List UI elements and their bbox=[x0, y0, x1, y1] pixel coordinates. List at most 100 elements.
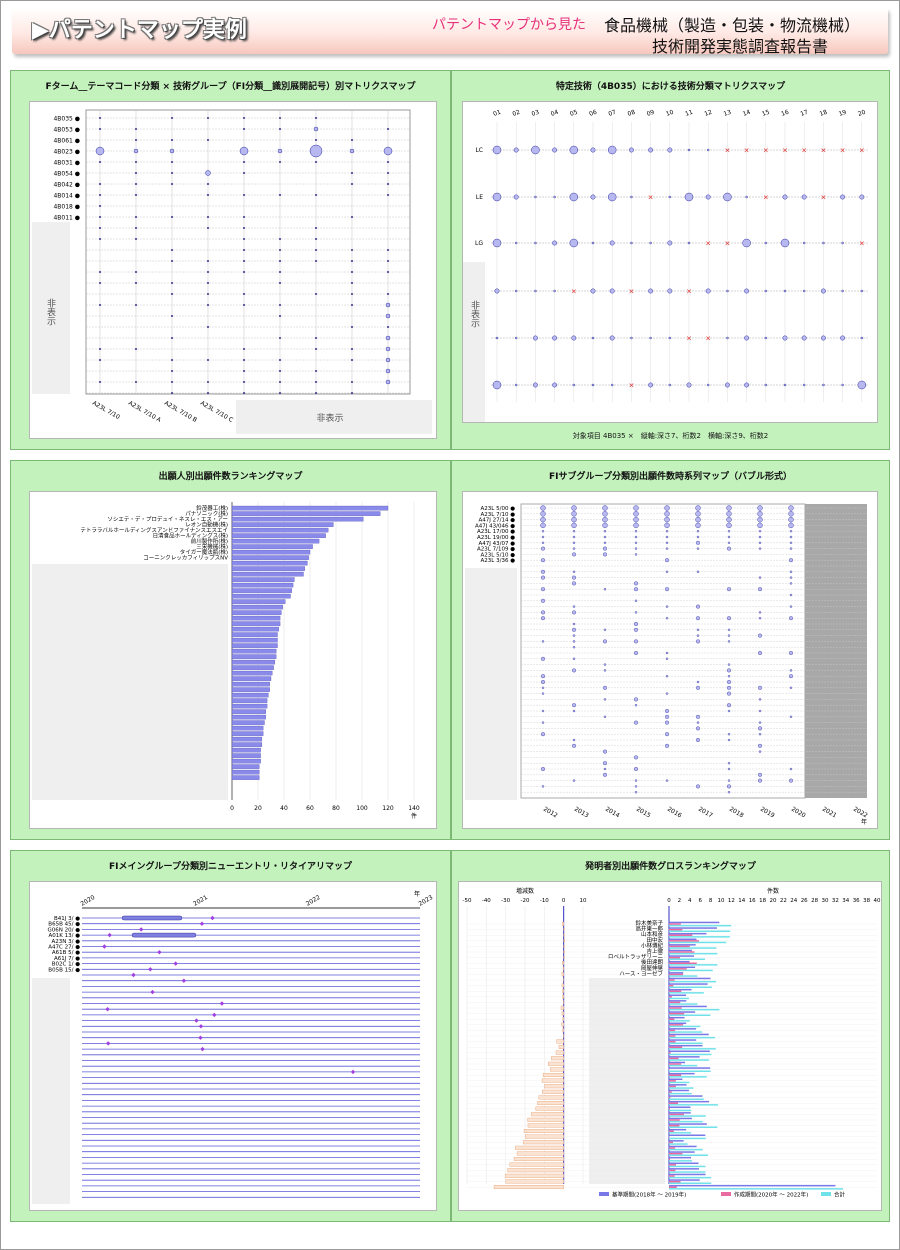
ranking-bar bbox=[231, 626, 279, 632]
matrix-bubble bbox=[242, 303, 246, 307]
matrix-bubble bbox=[801, 194, 807, 200]
matrix-bubble bbox=[134, 127, 138, 131]
create-period-bar bbox=[669, 1091, 672, 1093]
matrix-bubble bbox=[206, 391, 210, 395]
matrix-bubble bbox=[782, 335, 788, 341]
matrix-bubble bbox=[98, 193, 102, 197]
timeseries-bubble bbox=[727, 685, 732, 690]
axis-tick-label: 20 bbox=[254, 805, 262, 812]
matrix-bubble bbox=[314, 116, 318, 120]
row-label: 4B042 ● bbox=[53, 182, 80, 189]
row-label: 4B054 ● bbox=[53, 171, 80, 178]
matrix-bubble bbox=[783, 289, 787, 293]
timeseries-bubble bbox=[633, 627, 638, 632]
base-period-bar bbox=[669, 1022, 687, 1024]
matrix-bubble bbox=[242, 226, 246, 230]
timeseries-bubble bbox=[727, 709, 731, 713]
base-period-bar bbox=[669, 983, 708, 985]
matrix-bubble bbox=[648, 147, 654, 153]
timeseries-bubble bbox=[727, 779, 731, 782]
timeseries-bubble bbox=[758, 750, 762, 753]
matrix-bubble bbox=[385, 313, 391, 319]
base-period-bar bbox=[669, 1033, 709, 1036]
entry-marker bbox=[194, 1018, 199, 1023]
matrix-bubble bbox=[385, 346, 391, 352]
applicant-label: 前川製作所(株) bbox=[191, 537, 228, 545]
total-bar bbox=[669, 975, 698, 977]
matrix-bubble bbox=[277, 148, 283, 154]
inventor-label: 吉上徹 bbox=[646, 947, 663, 955]
base-period-bar bbox=[669, 1056, 700, 1058]
col-label: 02 bbox=[511, 109, 521, 118]
future-shade bbox=[805, 504, 867, 798]
timeseries-bubble bbox=[572, 738, 576, 742]
delta-bar bbox=[542, 1089, 564, 1094]
matrix-bubble bbox=[668, 195, 672, 199]
base-period-bar bbox=[669, 972, 684, 974]
timeseries-bubble bbox=[572, 709, 576, 713]
base-period-bar bbox=[669, 921, 720, 924]
matrix-bubble bbox=[170, 369, 174, 373]
matrix-bubble bbox=[314, 138, 318, 142]
matrix-bubble bbox=[98, 204, 102, 208]
matrix-bubble bbox=[514, 336, 518, 340]
matrix-bubble bbox=[532, 335, 538, 341]
entry-marker bbox=[219, 1001, 225, 1006]
timeseries-bubble bbox=[664, 720, 669, 725]
create-period-bar bbox=[669, 984, 674, 987]
left-axis-title: 増減数 bbox=[516, 887, 534, 895]
matrix-bubble bbox=[350, 138, 354, 142]
ranking-bar bbox=[231, 549, 311, 555]
total-bar bbox=[669, 930, 731, 932]
timeseries-bubble bbox=[664, 522, 670, 529]
timeseries-bubble bbox=[540, 610, 545, 615]
matrix-bubble bbox=[314, 160, 318, 164]
timeseries-bubble bbox=[571, 627, 576, 632]
matrix-bubble bbox=[386, 193, 390, 197]
matrix-bubble bbox=[314, 380, 318, 384]
create-period-bar bbox=[669, 934, 693, 936]
report-header: ▶パテントマップ実例 パテントマップから見た 食品機械（製造・包装・物流機械） … bbox=[12, 8, 888, 56]
timeseries-bubble bbox=[634, 703, 638, 707]
inventor-label: ハース・ヨーゼフ bbox=[619, 969, 663, 977]
total-bar bbox=[669, 986, 712, 988]
col-label: 09 bbox=[646, 109, 656, 118]
row-label: LE bbox=[476, 194, 483, 201]
right-axis-tick: 20 bbox=[770, 898, 777, 904]
col-label: A23L 7/10 B bbox=[163, 400, 198, 424]
timeseries-bubble bbox=[572, 541, 576, 544]
col-label: A23L 7/10 C bbox=[199, 400, 234, 424]
timeseries-bubble bbox=[788, 516, 794, 523]
row-label: 4B011 ● bbox=[53, 215, 80, 222]
total-bar bbox=[669, 1042, 703, 1044]
axis-tick-label: 80 bbox=[332, 805, 340, 812]
ranking-bar bbox=[231, 505, 389, 511]
right-axis-tick: 16 bbox=[749, 898, 756, 904]
base-period-bar bbox=[669, 944, 696, 946]
delta-bar bbox=[542, 1072, 564, 1077]
timeseries-bubble bbox=[541, 785, 545, 788]
left-axis-tick: -30 bbox=[501, 898, 510, 904]
col-label: 04 bbox=[550, 109, 560, 118]
matrix-bubble bbox=[801, 335, 807, 341]
timeseries-bubble bbox=[665, 570, 669, 574]
timeseries-bubble bbox=[758, 698, 762, 701]
matrix-bubble bbox=[820, 288, 826, 294]
matrix-bubble bbox=[314, 336, 318, 340]
timeseries-bubble bbox=[541, 530, 545, 533]
delta-bar bbox=[535, 1106, 564, 1111]
matrix-bubble bbox=[569, 192, 579, 202]
matrix-bubble bbox=[628, 147, 634, 153]
base-period-bar bbox=[669, 1151, 695, 1153]
row-label: G06N 20/ ● bbox=[47, 927, 80, 933]
matrix-bubble bbox=[569, 145, 579, 155]
applicant-label: 三栄機械(株) bbox=[196, 543, 228, 551]
timeseries-bubble bbox=[758, 611, 762, 614]
panel-title: FIメイングループ分類別ニューエントリ・リタイアリマップ bbox=[109, 862, 352, 872]
matrix-bubble bbox=[553, 289, 556, 293]
matrix-bubble bbox=[278, 193, 282, 197]
red-x-mark: × bbox=[571, 288, 577, 296]
matrix-bubble bbox=[242, 270, 246, 274]
entry-marker bbox=[181, 978, 187, 983]
matrix-bubble bbox=[610, 383, 614, 387]
